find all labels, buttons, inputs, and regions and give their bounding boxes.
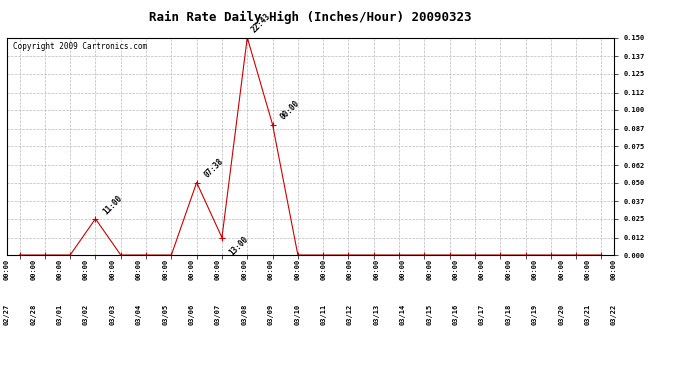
Text: 00:00: 00:00	[215, 259, 221, 280]
Text: 00:00: 00:00	[479, 259, 485, 280]
Text: 02/28: 02/28	[30, 304, 37, 325]
Text: 03/09: 03/09	[268, 304, 274, 325]
Text: 00:00: 00:00	[4, 259, 10, 280]
Text: 00:00: 00:00	[295, 259, 300, 280]
Text: 03/20: 03/20	[558, 304, 564, 325]
Text: Rain Rate Daily High (Inches/Hour) 20090323: Rain Rate Daily High (Inches/Hour) 20090…	[149, 11, 472, 24]
Text: 00:00: 00:00	[110, 259, 115, 280]
Text: 11:00: 11:00	[101, 193, 124, 216]
Text: 00:00: 00:00	[162, 259, 168, 280]
Text: 03/03: 03/03	[110, 304, 115, 325]
Text: 00:00: 00:00	[506, 259, 511, 280]
Text: 00:00: 00:00	[57, 259, 63, 280]
Text: 00:00: 00:00	[278, 99, 301, 122]
Text: 03/02: 03/02	[83, 304, 89, 325]
Text: 03/22: 03/22	[611, 304, 617, 325]
Text: 00:00: 00:00	[426, 259, 433, 280]
Text: 03/10: 03/10	[295, 304, 300, 325]
Text: 00:00: 00:00	[373, 259, 380, 280]
Text: 00:00: 00:00	[83, 259, 89, 280]
Text: 00:00: 00:00	[584, 259, 591, 280]
Text: 03/04: 03/04	[136, 304, 142, 325]
Text: 03/01: 03/01	[57, 304, 63, 325]
Text: 00:00: 00:00	[188, 259, 195, 280]
Text: 03/06: 03/06	[188, 304, 195, 325]
Text: 03/12: 03/12	[347, 304, 353, 325]
Text: 03/13: 03/13	[373, 304, 380, 325]
Text: 00:00: 00:00	[136, 259, 142, 280]
Text: 00:00: 00:00	[30, 259, 37, 280]
Text: 13:00: 13:00	[228, 234, 250, 257]
Text: 03/17: 03/17	[479, 304, 485, 325]
Text: 00:00: 00:00	[532, 259, 538, 280]
Text: 03/07: 03/07	[215, 304, 221, 325]
Text: 00:00: 00:00	[268, 259, 274, 280]
Text: 03/11: 03/11	[321, 304, 326, 325]
Text: 03/08: 03/08	[241, 304, 248, 325]
Text: 00:00: 00:00	[241, 259, 248, 280]
Text: 00:00: 00:00	[347, 259, 353, 280]
Text: 22:43: 22:43	[250, 12, 273, 35]
Text: 00:00: 00:00	[453, 259, 459, 280]
Text: 00:00: 00:00	[558, 259, 564, 280]
Text: 03/16: 03/16	[453, 304, 459, 325]
Text: 00:00: 00:00	[321, 259, 326, 280]
Text: 00:00: 00:00	[400, 259, 406, 280]
Text: 00:00: 00:00	[611, 259, 617, 280]
Text: 03/21: 03/21	[584, 304, 591, 325]
Text: 03/15: 03/15	[426, 304, 433, 325]
Text: 07:38: 07:38	[202, 157, 225, 180]
Text: 03/14: 03/14	[400, 304, 406, 325]
Text: 03/18: 03/18	[506, 304, 511, 325]
Text: Copyright 2009 Cartronics.com: Copyright 2009 Cartronics.com	[13, 42, 147, 51]
Text: 03/05: 03/05	[162, 304, 168, 325]
Text: 02/27: 02/27	[4, 304, 10, 325]
Text: 03/19: 03/19	[532, 304, 538, 325]
